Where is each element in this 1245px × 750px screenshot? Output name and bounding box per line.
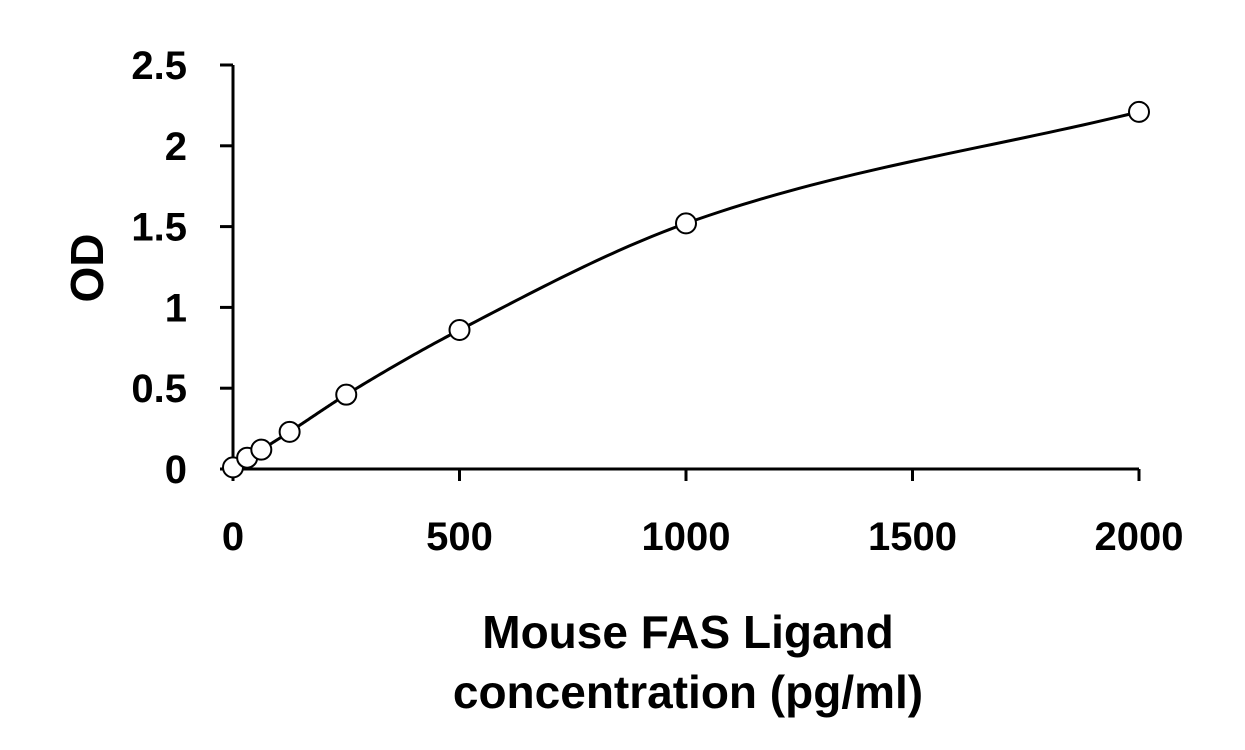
data-point (278, 420, 301, 443)
data-point (250, 438, 273, 461)
data-point (448, 319, 471, 342)
x-tick-label: 1000 (642, 515, 731, 559)
y-tick-label: 2.5 (131, 44, 187, 88)
x-tick-label: 500 (426, 515, 493, 559)
y-tick-label: 2 (165, 125, 187, 169)
x-tick-label: 1500 (868, 515, 957, 559)
y-tick-label: 0.5 (131, 367, 187, 411)
fit-curve-layer (232, 110, 1140, 469)
x-tick-label: 2000 (1095, 515, 1184, 559)
x-tick-label: 0 (222, 515, 244, 559)
y-tick-label: 1 (165, 286, 187, 330)
data-point (675, 212, 697, 235)
x-axis-ticks: 0 500 1000 1500 2000 (222, 469, 1184, 559)
x-axis-title-line-2: concentration (pg/ml) (453, 666, 923, 718)
data-point (335, 383, 358, 406)
data-points-layer (222, 100, 1150, 479)
y-axis-ticks: 0 0.5 1 1.5 2 2.5 (131, 44, 233, 492)
y-tick-label: 0 (165, 448, 187, 492)
y-axis-title: OD (61, 234, 113, 303)
axes (231, 65, 1139, 471)
x-axis-title-line-1: Mouse FAS Ligand (482, 606, 893, 658)
data-point (1128, 100, 1150, 123)
fit-curve (232, 110, 1140, 469)
y-tick-label: 1.5 (131, 206, 187, 250)
